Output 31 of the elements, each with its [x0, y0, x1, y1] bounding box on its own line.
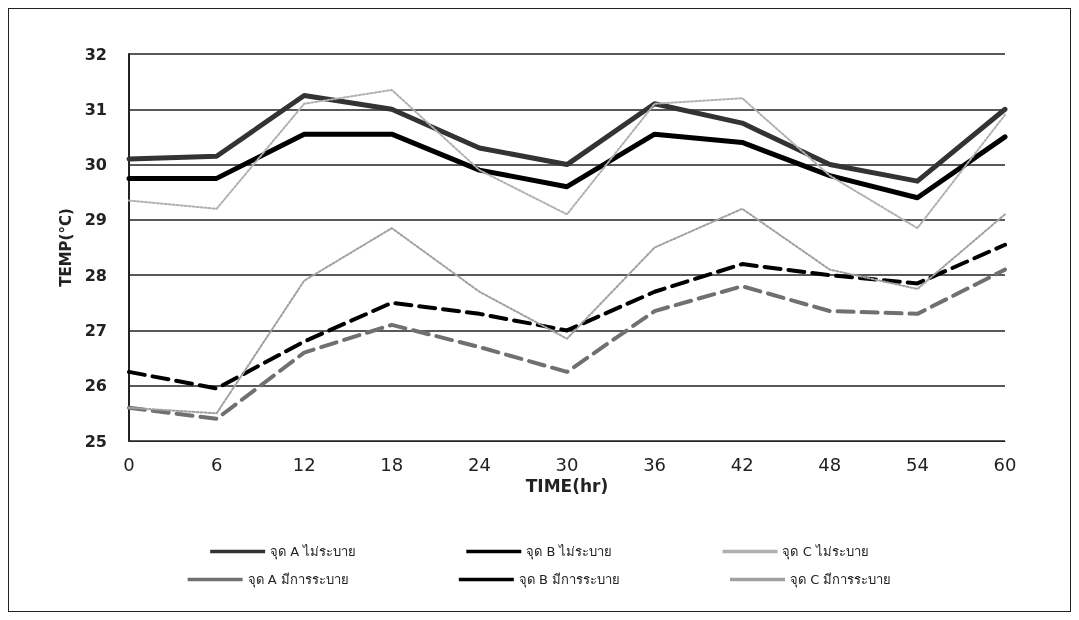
y-tick-label: 30 [84, 155, 107, 175]
legend-label: จุด B ไม่ระบาย [526, 544, 613, 560]
x-tick-label: 54 [905, 453, 929, 475]
x-tick-label: 6 [210, 453, 223, 475]
y-tick-label: 26 [84, 376, 107, 396]
x-axis-title: TIME(hr) [525, 476, 609, 497]
legend-label: จุด C ไม่ระบาย [782, 544, 869, 560]
line-series [128, 88, 1006, 230]
x-tick-label: 48 [818, 453, 842, 475]
x-tick-label: 42 [730, 453, 754, 475]
y-tick-label: 29 [84, 210, 107, 230]
legend-label: จุด A มีการระบาย [247, 572, 349, 588]
x-tick-label: 24 [467, 453, 491, 475]
x-tick-label: 18 [380, 453, 404, 475]
y-tick-label: 31 [84, 99, 107, 119]
y-tick-label: 32 [84, 44, 107, 64]
legend-label: จุด C มีการระบาย [790, 572, 892, 588]
y-tick-label: 27 [84, 320, 107, 340]
legend-label: จุด B มีการระบาย [518, 572, 620, 588]
x-tick-label: 0 [123, 453, 135, 475]
x-tick-label: 12 [292, 453, 316, 475]
x-tick-label: 36 [643, 453, 667, 475]
x-tick-label: 60 [993, 453, 1017, 475]
y-tick-label: 28 [84, 265, 107, 285]
line-series [128, 207, 1006, 415]
x-tick-label: 30 [555, 453, 579, 475]
line-series [127, 242, 1007, 391]
y-tick-label: 25 [84, 431, 107, 451]
y-axis-title: TEMP(°C) [57, 208, 76, 287]
legend-label: จุด A ไม่ระบาย [270, 544, 357, 560]
line-series [127, 267, 1007, 421]
